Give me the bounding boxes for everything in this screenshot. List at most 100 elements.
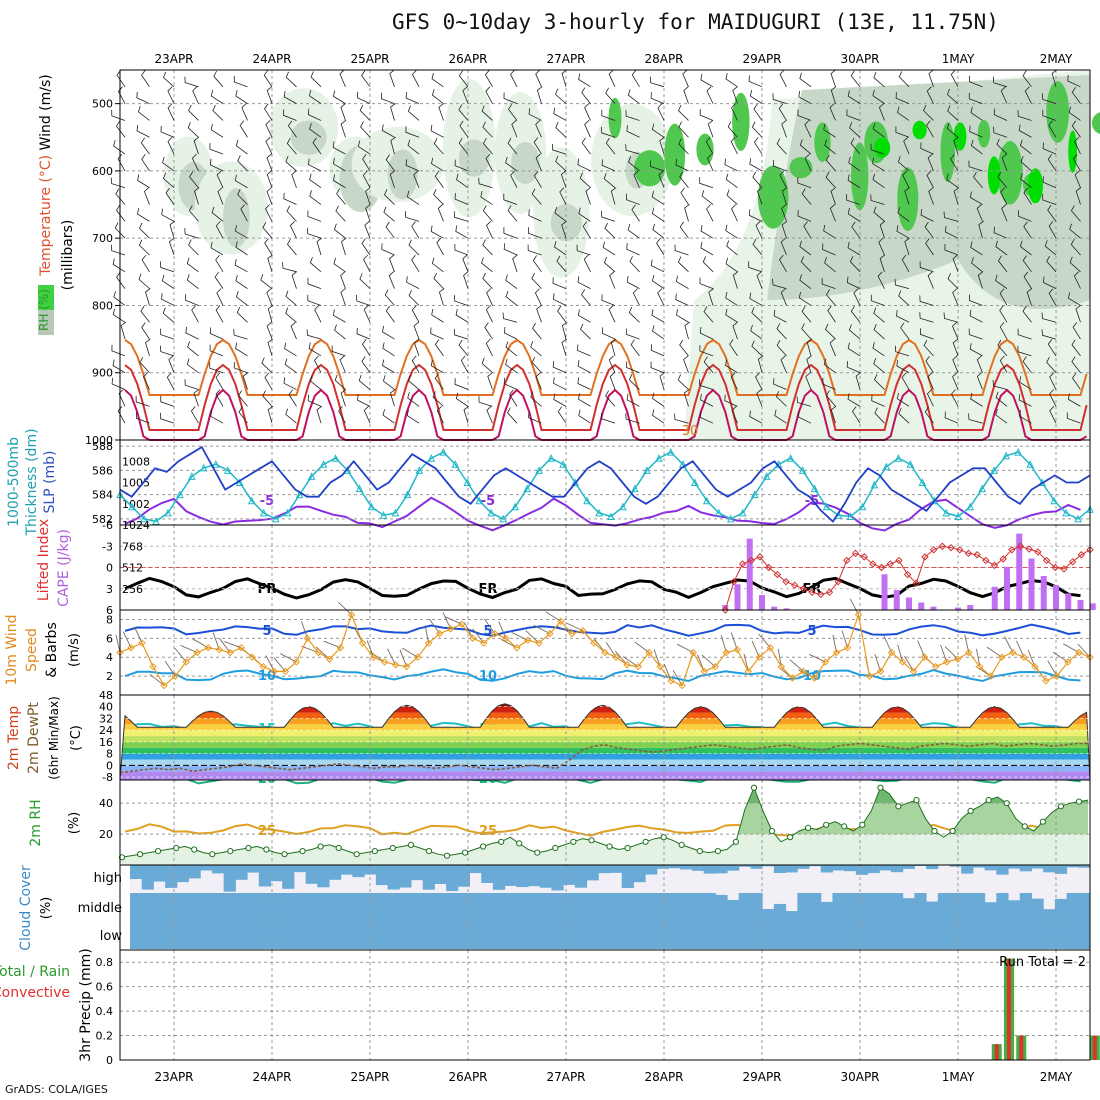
wind-speed-marker [546, 629, 554, 638]
wind-speed-marker [171, 672, 179, 680]
wind-speed-marker [513, 644, 521, 652]
cloud-bar [258, 865, 271, 887]
wind-barb [283, 109, 297, 121]
cloud-bar [586, 865, 599, 881]
wind-barb [161, 208, 175, 222]
wind-barb [235, 241, 248, 256]
wind-barb [455, 225, 469, 239]
lifted-index-marker [1042, 556, 1051, 565]
wind-speed-marker [237, 644, 245, 652]
wind-speed-line [119, 612, 1091, 687]
panel-label-wind: Speed [24, 628, 40, 672]
wind-barb [1044, 240, 1057, 256]
wind-barb [478, 177, 493, 189]
wind-barb [603, 256, 616, 273]
panel-label-part: Speed [24, 628, 40, 672]
cloud-bar [996, 865, 1009, 875]
wind-barb [531, 356, 542, 373]
wind-barb [408, 239, 420, 256]
wind-barb [776, 340, 787, 357]
svg-text:Cloud Cover: Cloud Cover [18, 865, 34, 951]
wind-barb [977, 271, 984, 289]
cloud-bar [691, 865, 705, 871]
wind-barb [608, 305, 616, 323]
isotherm-label: -5 [481, 494, 495, 509]
wind-barb [577, 344, 591, 357]
wind-barb [1042, 276, 1057, 289]
wind-barb [680, 187, 689, 205]
cloud-bar [293, 893, 307, 949]
wind-barb [357, 140, 371, 155]
cloud-bar [422, 893, 435, 949]
wind-barb [333, 174, 346, 189]
cape-bar [759, 595, 765, 610]
wind-barb [778, 103, 787, 121]
wind-speed-marker [821, 658, 830, 666]
cloud-bar [1008, 865, 1021, 869]
rh-shade [1068, 130, 1078, 173]
wind-barb [110, 177, 126, 189]
lifted-index-marker [903, 570, 912, 579]
wind-speed-marker [226, 648, 234, 657]
wind-barb [827, 305, 836, 323]
wind-barb [141, 254, 150, 273]
rh-shade [664, 123, 686, 186]
lifted-index-marker [869, 560, 877, 568]
wind-barb [577, 309, 591, 323]
wind-barb [758, 633, 771, 649]
y-tick-label: 20 [99, 828, 113, 841]
lifted-index-marker [799, 585, 808, 593]
date-label-bottom: 23APR [154, 1070, 193, 1084]
wind-barb [969, 125, 983, 138]
wind-barb [1022, 356, 1032, 373]
y-tick-label: 6 [106, 632, 113, 645]
wind-barb [703, 306, 714, 323]
cloud-bar [832, 893, 845, 949]
wind-speed-marker [1031, 662, 1039, 671]
wind-barb [507, 407, 518, 424]
cloud-bar [539, 865, 552, 888]
panel-label-part: Thickness (dm) [24, 428, 40, 536]
wind-barb [309, 256, 322, 273]
wind-barb [483, 138, 493, 155]
wind-barb [267, 338, 274, 357]
wind-barb [215, 254, 224, 273]
wind-barb [160, 328, 175, 340]
wind-barb [578, 73, 591, 88]
lifted-index-marker [999, 555, 1007, 563]
wind-barb [1071, 339, 1081, 357]
rh-marker [750, 784, 758, 791]
wind-barb [434, 171, 444, 188]
wind-barb [340, 389, 347, 407]
wind-barb [369, 651, 385, 663]
wind-barb [528, 411, 542, 424]
panel-label-thickness: 1000-500mb [6, 437, 22, 527]
wind-barb [458, 104, 469, 121]
wind-barb [749, 410, 763, 424]
temp-band [120, 724, 1090, 731]
thickness-marker [786, 454, 795, 462]
wind-barb [356, 294, 371, 306]
thickness-marker [211, 460, 220, 468]
wind-barb [633, 170, 640, 188]
wind-barb [362, 339, 371, 357]
wind-barb [436, 237, 444, 256]
cloud-bar [633, 893, 646, 949]
wind-barb [829, 103, 836, 121]
wind-barb [362, 170, 371, 188]
wind-barb [756, 271, 763, 289]
wind-barb [384, 289, 395, 306]
wind-barb [188, 239, 199, 256]
wind-barb [116, 272, 126, 289]
cloud-bar [949, 865, 962, 867]
cloud-bar [563, 893, 576, 949]
wind-barb [631, 204, 640, 222]
wind-barb [772, 278, 787, 290]
wind-barb [993, 226, 1008, 239]
wind-barb [684, 204, 690, 222]
wind-speed-marker [325, 655, 334, 663]
wind-barb [453, 211, 469, 222]
wind-barb [430, 225, 444, 239]
wind-barb [898, 71, 910, 88]
wind-barb [873, 357, 885, 374]
